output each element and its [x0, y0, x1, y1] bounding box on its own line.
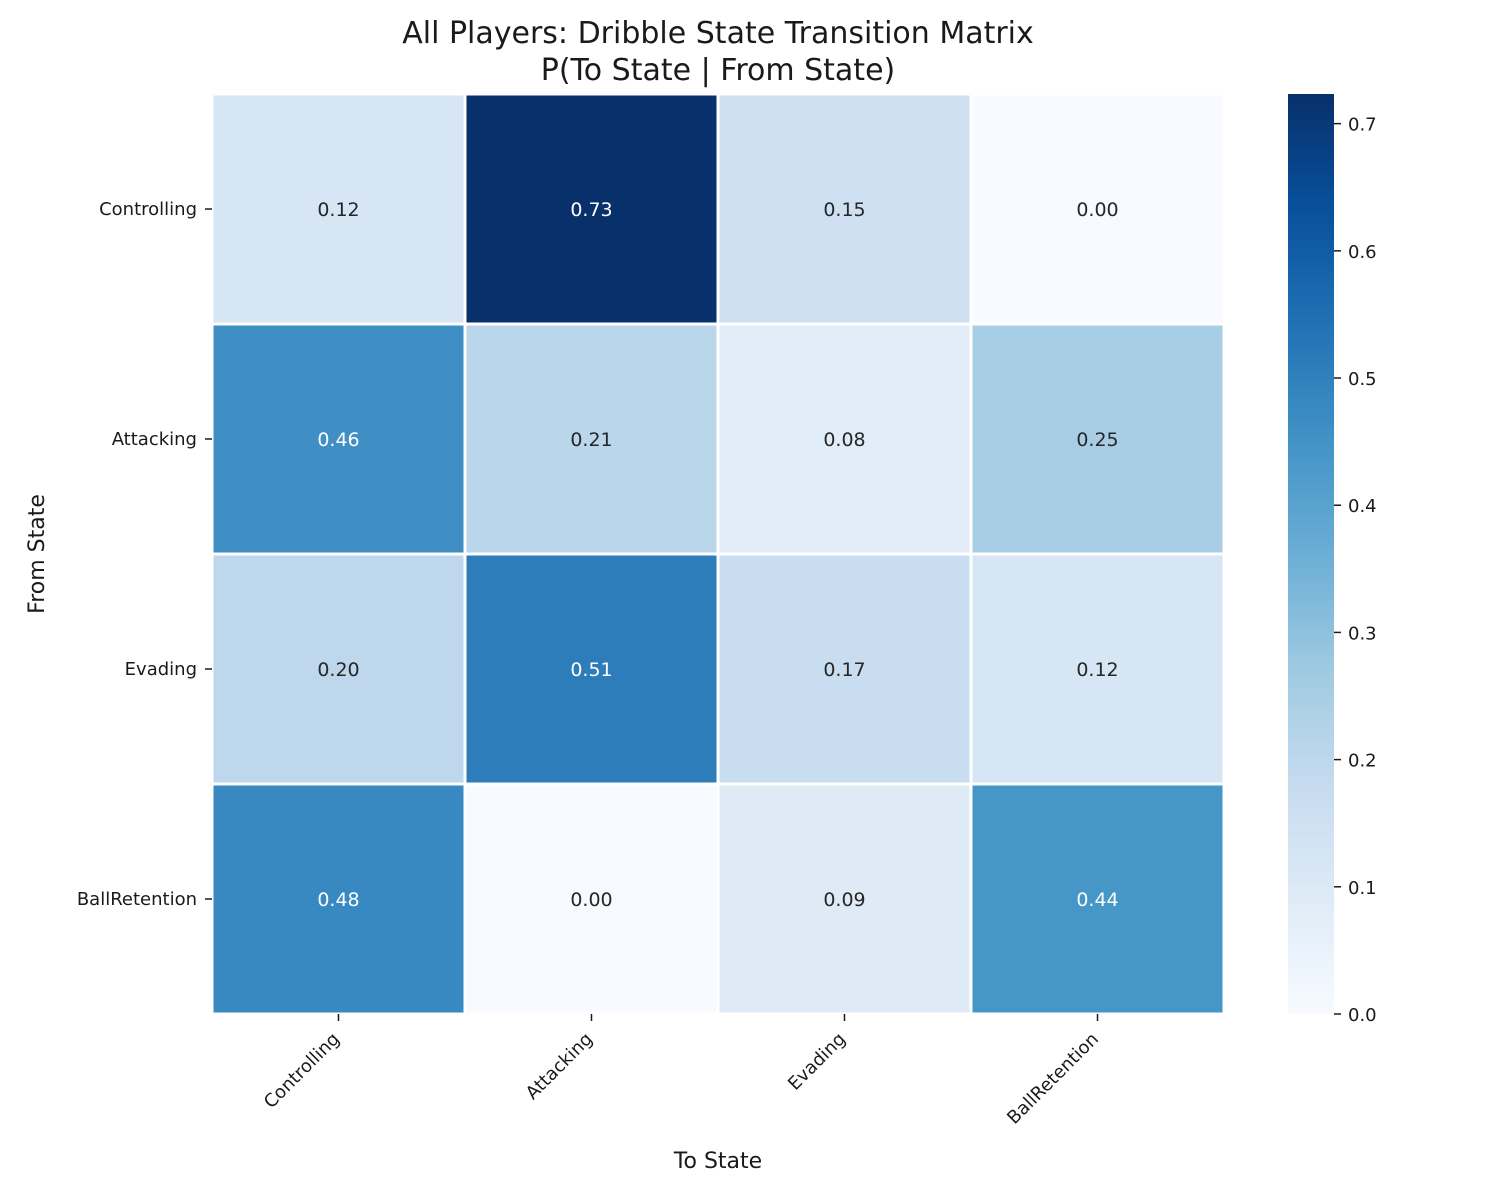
- cell-value-label-0-2: 0.15: [823, 199, 865, 221]
- heatmap-cell-1-3: [969, 322, 1226, 556]
- cell-value-label-3-0: 0.48: [317, 889, 359, 911]
- x-axis-label: To State: [673, 1149, 762, 1174]
- cell-value-label-0-3: 0.00: [1076, 199, 1118, 221]
- chart-title-line-2: P(To State | From State): [541, 53, 895, 88]
- cell-value-label-1-0: 0.46: [317, 429, 359, 451]
- cell-value-label-0-0: 0.12: [317, 199, 359, 221]
- y-tick-label-3: BallRetention: [77, 889, 197, 910]
- cell-value-label-2-1: 0.51: [570, 659, 612, 681]
- cell-value-label-1-3: 0.25: [1076, 429, 1118, 451]
- chart-title-line-1: All Players: Dribble State Transition Ma…: [402, 16, 1034, 51]
- heatmap-cell-3-1: [463, 782, 720, 1016]
- colorbar-tick-label-5: 0.5: [1348, 369, 1377, 390]
- heatmap-cell-0-3: [969, 92, 1226, 326]
- x-tick-label-2: Evading: [784, 1029, 850, 1095]
- y-tick-label-0: Controlling: [99, 199, 197, 220]
- x-axis-ticks: Controlling Attacking Evading BallRetention: [260, 1014, 1103, 1129]
- heatmap-cell-3-0: [210, 782, 467, 1016]
- heatmap-cell-1-1: [463, 322, 720, 556]
- cell-value-label-3-2: 0.09: [823, 889, 865, 911]
- heatmap-cell-2-1: [463, 552, 720, 786]
- heatmap-cell-1-0: [210, 322, 467, 556]
- heatmap-cell-0-1: [463, 92, 720, 326]
- cell-value-label-3-1: 0.00: [570, 889, 612, 911]
- heatmap-cell-0-2: [716, 92, 973, 326]
- y-axis-ticks: Controlling Attacking Evading BallRetention: [77, 199, 212, 910]
- colorbar-tick-label-4: 0.4: [1348, 496, 1377, 517]
- colorbar-ticks: 0.0 0.1 0.2 0.3 0.4 0.5 0.6 0.7: [1334, 115, 1377, 1026]
- heatmap-cell-2-3: [969, 552, 1226, 786]
- colorbar-tick-label-3: 0.3: [1348, 623, 1377, 644]
- colorbar-tick-label-1: 0.1: [1348, 878, 1377, 899]
- cell-value-label-0-1: 0.73: [570, 199, 612, 221]
- cell-value-label-1-1: 0.21: [570, 429, 612, 451]
- cell-value-label-1-2: 0.08: [823, 429, 865, 451]
- x-tick-label-1: Attacking: [522, 1029, 597, 1104]
- colorbar-tick-label-2: 0.2: [1348, 751, 1377, 772]
- cell-value-label-2-2: 0.17: [823, 659, 865, 681]
- x-tick-label-0: Controlling: [260, 1029, 344, 1113]
- heatmap-cell-0-0: [210, 92, 467, 326]
- heatmap-cells: 0.12 0.73 0.15 0.00 0.46 0.21 0.08 0.25 0.20 0.51…: [210, 92, 1226, 1016]
- y-axis-label: From State: [25, 494, 50, 614]
- colorbar-tick-label-7: 0.7: [1348, 115, 1377, 136]
- cell-value-label-2-3: 0.12: [1076, 659, 1118, 681]
- colorbar-tick-label-0: 0.0: [1348, 1005, 1377, 1026]
- y-tick-label-1: Attacking: [112, 429, 197, 450]
- heatmap-cell-3-3: [969, 782, 1226, 1016]
- colorbar: [1288, 94, 1334, 1014]
- cell-value-label-3-3: 0.44: [1076, 889, 1118, 911]
- y-tick-label-2: Evading: [125, 659, 197, 680]
- x-tick-label-3: BallRetention: [1003, 1029, 1103, 1129]
- cell-value-label-2-0: 0.20: [317, 659, 359, 681]
- colorbar-tick-label-6: 0.6: [1348, 242, 1377, 263]
